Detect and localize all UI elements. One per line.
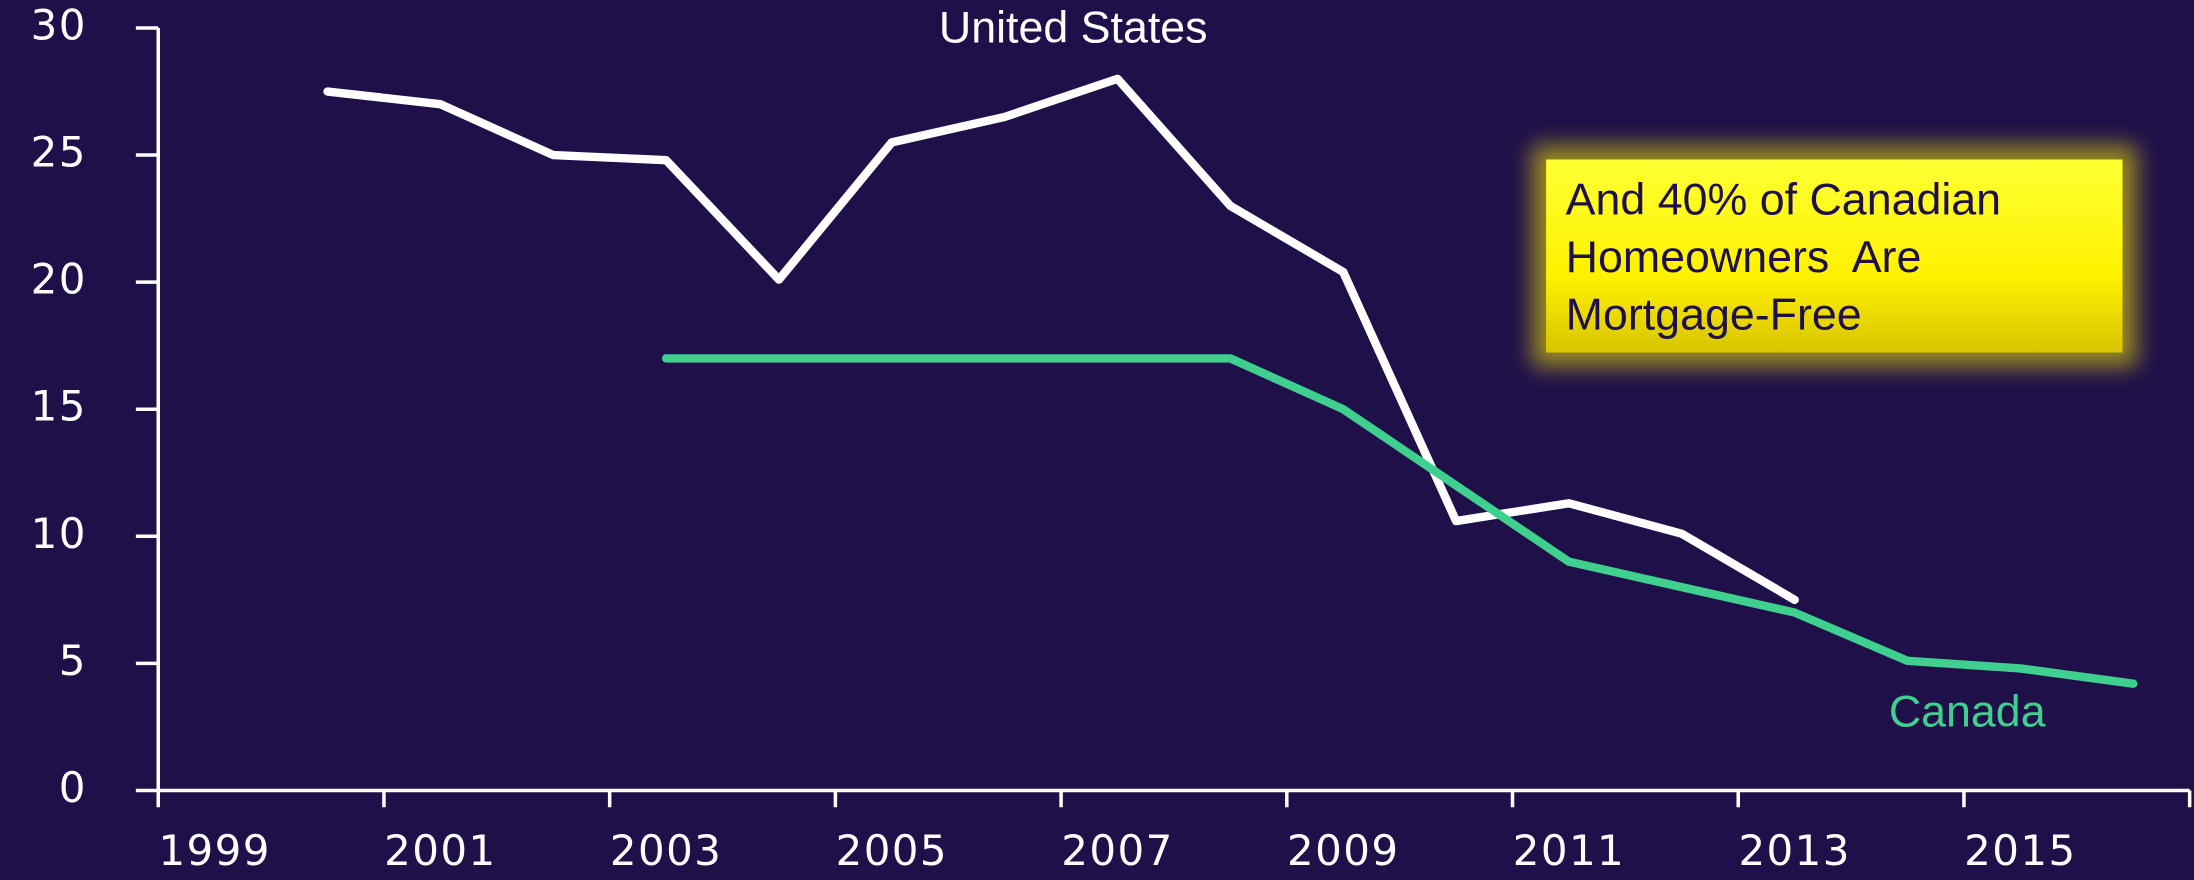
- series-line: [661, 354, 2138, 688]
- x-tick-label: 2005: [836, 826, 948, 875]
- y-tick-label: 25: [31, 128, 87, 177]
- x-tick-label: 2003: [610, 826, 722, 875]
- annotation-line: Mortgage-Free: [1566, 289, 1862, 339]
- x-tick-label: 2009: [1287, 826, 1399, 875]
- x-tick-label: 2011: [1513, 826, 1625, 875]
- x-tick-label: 2001: [384, 826, 496, 875]
- x-tick-label: 2007: [1061, 826, 1173, 875]
- series-label: Canada: [1889, 687, 2046, 737]
- y-tick-label: 0: [59, 763, 87, 812]
- annotation: And 40% of Canadian Homeowners Are Mortgag…: [1566, 175, 2001, 340]
- series-label: United States: [939, 3, 1208, 53]
- y-tick-label: 30: [31, 0, 87, 49]
- y-tick-label: 20: [31, 255, 87, 304]
- x-tick-label: 1999: [158, 826, 270, 875]
- annotation-box: [1546, 159, 2123, 353]
- y-tick-label: 15: [31, 382, 87, 431]
- x-tick-label: 2015: [1964, 826, 2076, 875]
- annotation-line: And 40% of Canadian: [1566, 175, 2001, 225]
- x-tick-label: 2013: [1738, 826, 1850, 875]
- y-tick-label: 10: [31, 509, 87, 558]
- y-tick-label: 5: [59, 636, 87, 685]
- annotation-line: Homeowners Are: [1566, 232, 1922, 282]
- series-line: [323, 74, 1799, 605]
